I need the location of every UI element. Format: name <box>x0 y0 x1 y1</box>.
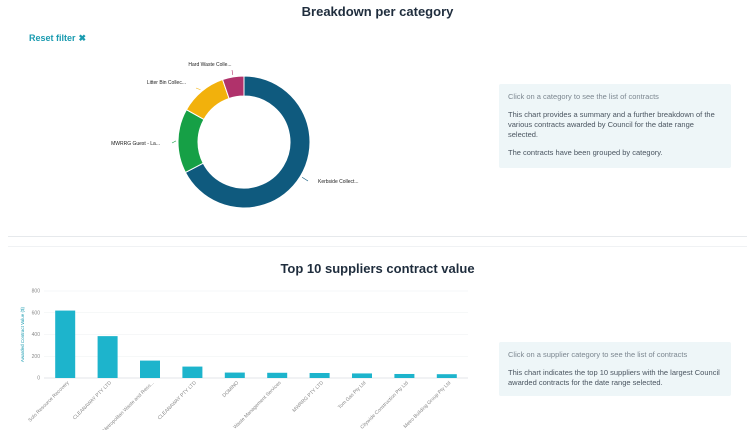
donut-slice[interactable] <box>185 78 230 121</box>
bar[interactable] <box>182 366 203 378</box>
bar[interactable] <box>55 310 76 378</box>
donut-slice[interactable] <box>177 108 205 174</box>
donut-slice[interactable] <box>221 75 245 100</box>
bar-info-text: This chart indicates the top 10 supplier… <box>508 368 720 387</box>
donut-leader-line <box>301 177 309 182</box>
bar[interactable] <box>97 336 118 378</box>
x-tick-label: CLEANAWAY PTY LTD <box>72 380 113 421</box>
bar-info-panel: Click on a supplier category to see the … <box>499 342 731 396</box>
x-tick-label: Tom Gas Pty Ltd <box>337 380 368 411</box>
donut-info-text-1: This chart provides a summary and a furt… <box>508 110 715 139</box>
x-tick-label: DOMINO <box>221 380 240 399</box>
close-icon: ✖ <box>78 33 87 43</box>
bar[interactable] <box>436 374 457 378</box>
bar-chart-title: Top 10 suppliers contract value <box>280 261 475 276</box>
x-tick-label: Citywide Construction Pty Ltd <box>359 380 410 430</box>
section-divider-secondary <box>8 246 747 247</box>
y-axis-label: Awarded Contract Value ($) <box>20 306 25 362</box>
x-tick-label: MWRRG PTY LTD <box>291 380 325 414</box>
y-tick-label: 200 <box>32 354 41 360</box>
reset-filter-label: Reset filter <box>29 33 76 43</box>
donut-slice-label: MWRRG Guest - La... <box>111 141 160 147</box>
x-tick-label: Metro Building Group Pty Ltd <box>403 380 453 430</box>
donut-slice-label: Hard Waste Colle... <box>188 62 231 68</box>
x-tick-label: Metropolitan Waste and Reso... <box>102 380 156 430</box>
donut-info-panel: Click on a category to see the list of c… <box>499 84 731 168</box>
section-divider <box>8 236 747 237</box>
donut-info-text-2: The contracts have been grouped by categ… <box>508 148 663 157</box>
x-tick-label: Solo Resource Recovery <box>27 380 71 424</box>
donut-chart-title: Breakdown per category <box>301 4 454 19</box>
donut-leader-line <box>231 69 234 75</box>
y-tick-label: 800 <box>32 289 41 295</box>
y-tick-label: 400 <box>32 332 41 338</box>
donut-slice-label: Litter Bin Collec... <box>147 80 186 86</box>
x-tick-label: Waste Management Services <box>232 380 283 430</box>
bar[interactable] <box>352 373 372 378</box>
donut-slice[interactable] <box>184 75 311 209</box>
y-tick-label: 600 <box>32 310 41 316</box>
donut-info-hint: Click on a category to see the list of c… <box>508 92 659 101</box>
bar[interactable] <box>309 372 330 378</box>
bar[interactable] <box>267 372 288 378</box>
donut-leader-line <box>195 87 201 91</box>
bar[interactable] <box>140 360 160 378</box>
y-tick-label: 0 <box>37 376 40 382</box>
bar[interactable] <box>394 373 415 378</box>
donut-leader-line <box>171 140 177 144</box>
reset-filter-button[interactable]: Reset filter ✖ <box>29 33 86 44</box>
bar[interactable] <box>224 372 245 378</box>
x-tick-label: CLEANAWAY PTY LTD <box>157 380 198 421</box>
bar-info-hint: Click on a supplier category to see the … <box>508 350 688 359</box>
donut-slice-label: Kerbside Collect... <box>318 179 359 185</box>
